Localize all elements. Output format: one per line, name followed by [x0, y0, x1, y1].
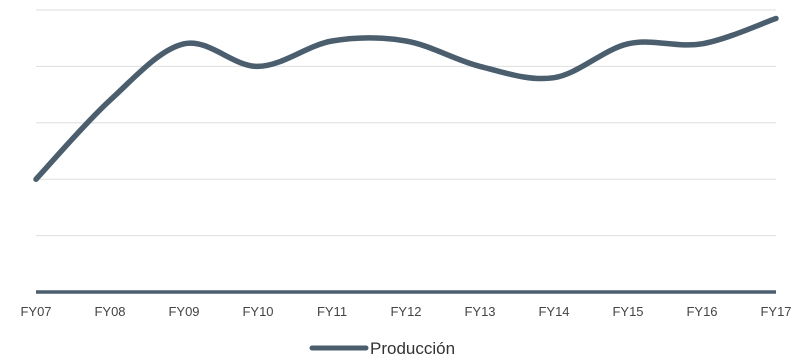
- x-tick-label: FY11: [317, 304, 347, 319]
- x-tick-label: FY16: [686, 304, 717, 319]
- series-line-produccion: [33, 15, 779, 182]
- legend-label: Producción: [370, 339, 455, 358]
- x-tick-label: FY12: [390, 304, 421, 319]
- x-tick-label: FY13: [464, 304, 495, 319]
- x-tick-label: FY15: [612, 304, 643, 319]
- x-tick-label: FY08: [94, 304, 125, 319]
- x-tick-label: FY10: [242, 304, 273, 319]
- x-tick-label: FY14: [538, 304, 569, 319]
- gridlines: [36, 9, 776, 237]
- x-tick-label: FY09: [168, 304, 199, 319]
- x-tick-label: FY07: [20, 304, 51, 319]
- x-tick-labels: FY07 FY08 FY09 FY10 FY11 FY12 FY13 FY14 FY15 FY16…: [20, 304, 791, 319]
- legend: Producción: [309, 339, 455, 358]
- x-tick-label: FY17: [760, 304, 791, 319]
